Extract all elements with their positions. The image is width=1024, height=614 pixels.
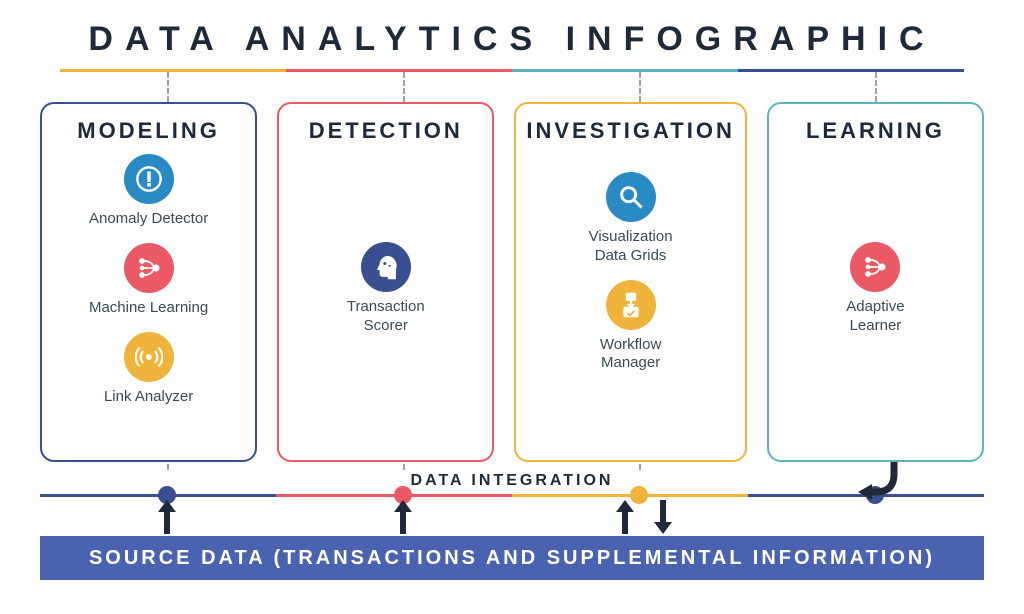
network-icon: [124, 243, 174, 293]
head-icon: [361, 242, 411, 292]
feature-item: TransactionScorer: [289, 242, 482, 336]
column-modeling: MODELING Anomaly Detector Machine Learning…: [40, 102, 257, 462]
column-learning: LEARNING AdaptiveLearner: [767, 102, 984, 462]
feature-label: Machine Learning: [52, 299, 245, 318]
source-data-label: SOURCE DATA (TRANSACTIONS AND SUPPLEMENT…: [89, 547, 935, 570]
source-data-bar: SOURCE DATA (TRANSACTIONS AND SUPPLEMENT…: [40, 536, 984, 580]
column-detection: DETECTION TransactionScorer: [277, 102, 494, 462]
feature-item: WorkflowManager: [526, 280, 735, 374]
column-investigation: INVESTIGATION VisualizationData Grids Work…: [514, 102, 747, 462]
column-title: MODELING: [52, 118, 245, 144]
feature-label: VisualizationData Grids: [526, 228, 735, 266]
column-title: INVESTIGATION: [526, 118, 735, 144]
feature-label: WorkflowManager: [526, 336, 735, 374]
network-icon: [850, 242, 900, 292]
feature-item: Anomaly Detector: [52, 154, 245, 229]
arrow-up-icon: [616, 500, 634, 534]
integration-line: [40, 494, 984, 497]
feature-label: TransactionScorer: [289, 298, 482, 336]
feature-label: AdaptiveLearner: [779, 298, 972, 336]
arrow-up-icon: [394, 500, 412, 534]
column-title: LEARNING: [779, 118, 972, 144]
feature-item: VisualizationData Grids: [526, 172, 735, 266]
feature-item: Machine Learning: [52, 243, 245, 318]
search-icon: [606, 172, 656, 222]
workflow-icon: [606, 280, 656, 330]
integration-label: DATA INTEGRATION: [40, 472, 984, 490]
page-title: DATA ANALYTICS INFOGRAPHIC: [0, 0, 1024, 59]
arrow-down-icon: [654, 500, 672, 534]
column-title: DETECTION: [289, 118, 482, 144]
arrow-up-icon: [158, 500, 176, 534]
feature-item: AdaptiveLearner: [779, 242, 972, 336]
signal-icon: [124, 332, 174, 382]
feature-item: Link Analyzer: [52, 332, 245, 407]
exclaim-icon: [124, 154, 174, 204]
feature-label: Link Analyzer: [52, 388, 245, 407]
feature-label: Anomaly Detector: [52, 210, 245, 229]
